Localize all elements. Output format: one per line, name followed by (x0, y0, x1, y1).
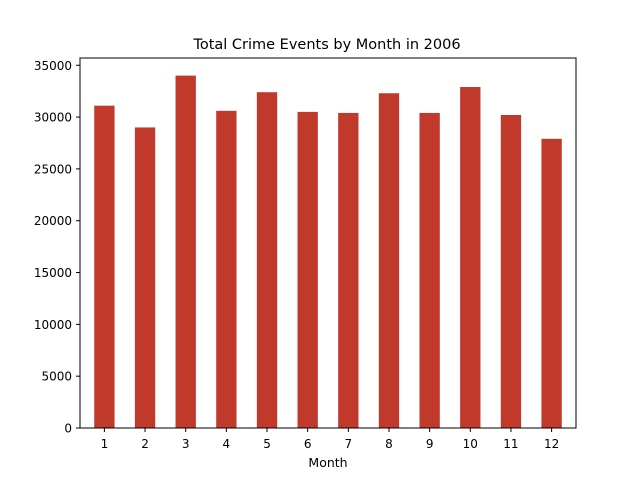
bar-month-11 (500, 115, 522, 428)
bar-month-9 (419, 112, 440, 429)
bar-month-2 (134, 127, 156, 428)
y-tick-label: 0 (64, 422, 72, 436)
x-tick-label: 10 (463, 437, 478, 451)
chart-title: Total Crime Events by Month in 2006 (192, 37, 460, 53)
bar-month-8 (378, 93, 400, 429)
bar-month-1 (94, 105, 115, 429)
y-tick-label: 35000 (34, 59, 72, 73)
y-tick-label: 5000 (41, 370, 72, 384)
bar-month-5 (256, 92, 278, 428)
bar-month-10 (460, 87, 481, 429)
bar-month-12 (541, 138, 562, 428)
bar-month-6 (297, 111, 318, 428)
bar-month-3 (175, 75, 196, 429)
x-tick-label: 7 (345, 437, 353, 451)
plot-frame (79, 57, 577, 429)
x-tick-label: 1 (101, 437, 109, 451)
y-tick-label: 20000 (34, 214, 72, 228)
x-tick-label: 9 (426, 437, 434, 451)
x-tick-label: 5 (263, 437, 271, 451)
x-tick-label: 3 (182, 437, 190, 451)
x-tick-label: 8 (385, 437, 393, 451)
x-tick-label: 11 (503, 437, 518, 451)
bars-layer (94, 75, 562, 429)
y-tick-label: 10000 (34, 318, 72, 332)
x-tick-label: 12 (544, 437, 559, 451)
y-tick-label: 15000 (34, 266, 72, 280)
y-tick-label: 25000 (34, 162, 72, 176)
y-axis: 0 5000 10000 15000 20000 25000 30000 35000 (34, 59, 80, 436)
x-axis-label: Month (308, 455, 347, 470)
y-tick-label: 30000 (34, 111, 72, 125)
x-axis: 1 2 3 4 5 6 7 8 9 10 11 12 (101, 428, 559, 451)
bar-month-7 (338, 112, 359, 429)
x-tick-label: 4 (223, 437, 231, 451)
x-tick-label: 6 (304, 437, 312, 451)
bar-month-4 (216, 110, 237, 429)
x-tick-label: 2 (141, 437, 149, 451)
